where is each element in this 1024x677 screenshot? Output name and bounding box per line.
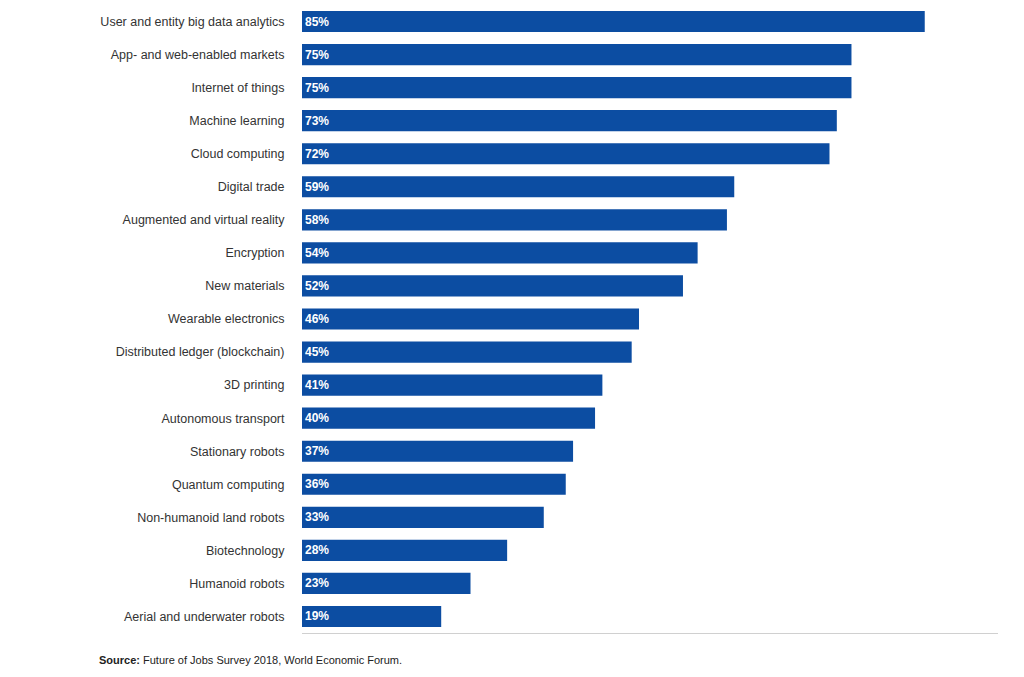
- svg-text:46%: 46%: [305, 312, 329, 326]
- svg-text:73%: 73%: [305, 114, 329, 128]
- svg-text:59%: 59%: [305, 180, 329, 194]
- svg-text:72%: 72%: [305, 147, 329, 161]
- svg-text:User and entity big data analy: User and entity big data analytics: [100, 15, 284, 29]
- svg-text:Cloud computing: Cloud computing: [191, 147, 285, 161]
- svg-text:45%: 45%: [305, 345, 329, 359]
- svg-text:58%: 58%: [305, 213, 329, 227]
- svg-text:Autonomous transport: Autonomous transport: [162, 412, 286, 426]
- svg-text:52%: 52%: [305, 279, 329, 293]
- svg-text:Distributed ledger (blockchain: Distributed ledger (blockchain): [116, 345, 285, 359]
- svg-text:Machine learning: Machine learning: [189, 114, 284, 128]
- svg-text:Encryption: Encryption: [225, 246, 284, 260]
- svg-text:19%: 19%: [305, 609, 329, 623]
- svg-text:41%: 41%: [305, 378, 329, 392]
- svg-text:Internet of things: Internet of things: [191, 81, 284, 95]
- svg-text:3D printing: 3D printing: [224, 378, 284, 392]
- svg-text:Stationary robots: Stationary robots: [190, 445, 285, 459]
- svg-text:40%: 40%: [305, 411, 329, 425]
- svg-text:37%: 37%: [305, 444, 329, 458]
- svg-text:28%: 28%: [305, 543, 329, 557]
- svg-text:Source: Future of Jobs Survey: Source: Future of Jobs Survey 2018, Worl…: [99, 654, 402, 666]
- svg-text:Non-humanoid land robots: Non-humanoid land robots: [137, 511, 284, 525]
- svg-text:Wearable electronics: Wearable electronics: [168, 312, 285, 326]
- svg-text:Biotechnology: Biotechnology: [206, 544, 285, 558]
- svg-text:75%: 75%: [305, 81, 329, 95]
- svg-text:Aerial and underwater robots: Aerial and underwater robots: [124, 610, 285, 624]
- svg-text:Augmented and virtual reality: Augmented and virtual reality: [123, 213, 286, 227]
- svg-text:Quantum computing: Quantum computing: [172, 478, 285, 492]
- svg-text:New materials: New materials: [205, 279, 284, 293]
- svg-text:36%: 36%: [305, 477, 329, 491]
- svg-text:23%: 23%: [305, 576, 329, 590]
- svg-text:85%: 85%: [305, 15, 329, 29]
- svg-text:54%: 54%: [305, 246, 329, 260]
- svg-text:App- and web-enabled markets: App- and web-enabled markets: [111, 48, 285, 62]
- svg-text:75%: 75%: [305, 48, 329, 62]
- svg-text:Digital trade: Digital trade: [218, 180, 285, 194]
- svg-text:Humanoid robots: Humanoid robots: [189, 577, 284, 591]
- svg-text:33%: 33%: [305, 510, 329, 524]
